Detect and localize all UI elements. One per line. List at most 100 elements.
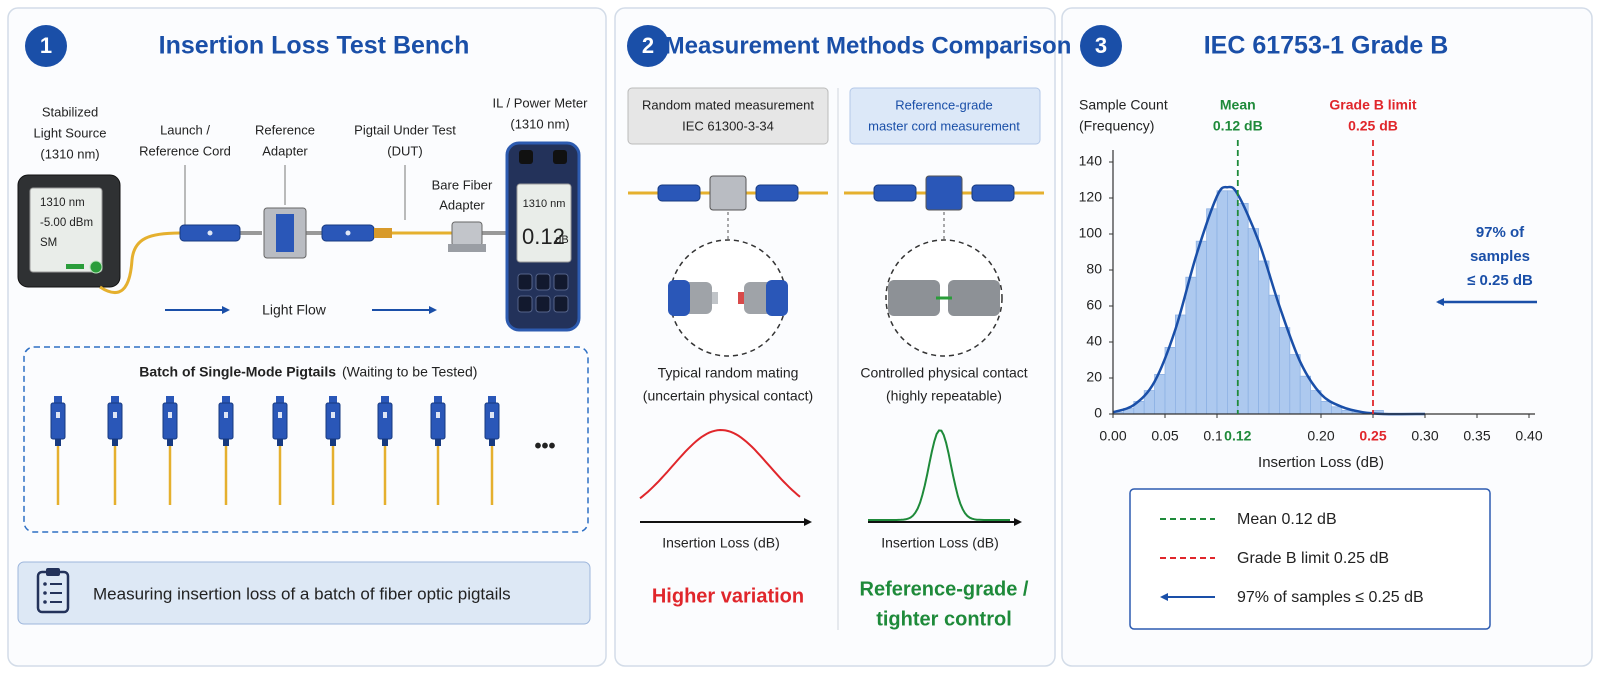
panel-number: 1	[40, 33, 52, 58]
illustration	[517, 273, 533, 291]
method-header: Reference-grade	[895, 97, 993, 112]
y-axis-label: (Frequency)	[1079, 118, 1154, 134]
bar	[1320, 400, 1332, 415]
illustration	[43, 600, 47, 604]
label: Launch /	[160, 122, 210, 137]
illustration	[56, 412, 60, 418]
illustration	[657, 184, 701, 202]
x-tick-label: 0.35	[1463, 428, 1490, 444]
illustration	[519, 150, 533, 164]
illustration	[849, 87, 1041, 145]
annotation: 97% of	[1476, 224, 1525, 241]
illustration	[1129, 488, 1491, 630]
illustration	[436, 412, 440, 418]
screen-text: -5.00 dBm	[40, 217, 93, 229]
y-tick-label: 140	[1079, 153, 1103, 169]
limit-line-axis-label: 0.25	[1359, 428, 1386, 444]
bar	[1195, 240, 1207, 415]
annotation: samples	[1470, 248, 1530, 265]
illustration	[535, 273, 551, 291]
panel-title: Insertion Loss Test Bench	[159, 32, 470, 60]
chart-title: IEC 61753-1 Grade B	[1204, 32, 1449, 60]
screen-text: dB	[555, 234, 568, 246]
illustration	[276, 396, 284, 404]
light-flow-label: Light Flow	[262, 302, 327, 318]
screen-text: 1310 nm	[40, 197, 85, 209]
illustration	[925, 175, 963, 211]
illustration	[50, 402, 66, 440]
bar	[1227, 190, 1239, 415]
y-tick-label: 60	[1086, 297, 1102, 313]
illustration	[218, 402, 234, 440]
illustration	[709, 175, 747, 211]
illustration	[222, 396, 230, 404]
illustration	[868, 429, 1010, 521]
batch-note: (Waiting to be Tested)	[342, 364, 477, 380]
illustration	[382, 439, 388, 446]
illustration	[435, 439, 441, 446]
more-indicator: •••	[534, 435, 555, 457]
illustration	[639, 428, 801, 500]
illustration	[331, 412, 335, 418]
x-tick-label: 0.20	[1307, 428, 1334, 444]
x-tick-label: 0.30	[1411, 428, 1438, 444]
illustration	[484, 402, 500, 440]
illustration	[277, 439, 283, 446]
legend-entry: Mean 0.12 dB	[1237, 511, 1337, 528]
illustration	[755, 184, 799, 202]
x-tick-label: 0.00	[1099, 428, 1126, 444]
illustration	[168, 412, 172, 418]
y-tick-label: 0	[1094, 405, 1102, 421]
method-caption: Controlled physical contact	[860, 365, 1027, 381]
illustration	[490, 412, 494, 418]
y-axis-label: Sample Count	[1079, 97, 1168, 113]
x-axis-label: Insertion Loss (dB)	[1258, 454, 1384, 471]
illustration	[278, 412, 282, 418]
bar	[1299, 375, 1311, 415]
y-tick-label: 100	[1079, 225, 1103, 241]
bar	[1279, 327, 1291, 415]
illustration	[738, 292, 744, 304]
limit-line-value: 0.25 dB	[1348, 118, 1398, 134]
method-caption: (highly repeatable)	[886, 388, 1002, 404]
illustration	[224, 412, 228, 418]
illustration	[55, 439, 61, 446]
illustration	[345, 230, 351, 236]
illustration	[668, 280, 690, 316]
illustration	[451, 221, 483, 247]
illustration	[272, 402, 288, 440]
bar	[1237, 202, 1249, 415]
illustration	[553, 150, 567, 164]
illustration	[329, 396, 337, 404]
illustration	[66, 264, 84, 269]
illustration	[43, 582, 47, 586]
illustration	[381, 396, 389, 404]
bar	[1331, 406, 1343, 415]
illustration	[553, 295, 569, 313]
limit-line-label: Grade B limit	[1329, 97, 1416, 113]
axis-marker-bg	[1357, 428, 1389, 446]
label: Reference	[255, 122, 315, 137]
y-tick-label: 40	[1086, 333, 1102, 349]
illustration	[167, 439, 173, 446]
illustration	[107, 402, 123, 440]
illustration	[1080, 25, 1122, 67]
illustration	[223, 439, 229, 446]
bar	[1289, 354, 1301, 415]
panel-number: 3	[1095, 33, 1107, 58]
mean-line-value: 0.12 dB	[1213, 118, 1263, 134]
method-verdict: tighter control	[876, 608, 1012, 630]
legend-entry: 97% of samples ≤ 0.25 dB	[1237, 589, 1424, 606]
illustration	[112, 439, 118, 446]
illustration	[111, 396, 119, 404]
illustration	[377, 402, 393, 440]
illustration	[25, 25, 67, 67]
bar	[1206, 208, 1218, 415]
label: Adapter	[439, 197, 485, 212]
footer-text: Measuring insertion loss of a batch of f…	[93, 584, 511, 603]
y-tick-label: 80	[1086, 261, 1102, 277]
illustration	[430, 402, 446, 440]
illustration	[535, 295, 551, 313]
bar	[1247, 228, 1259, 415]
